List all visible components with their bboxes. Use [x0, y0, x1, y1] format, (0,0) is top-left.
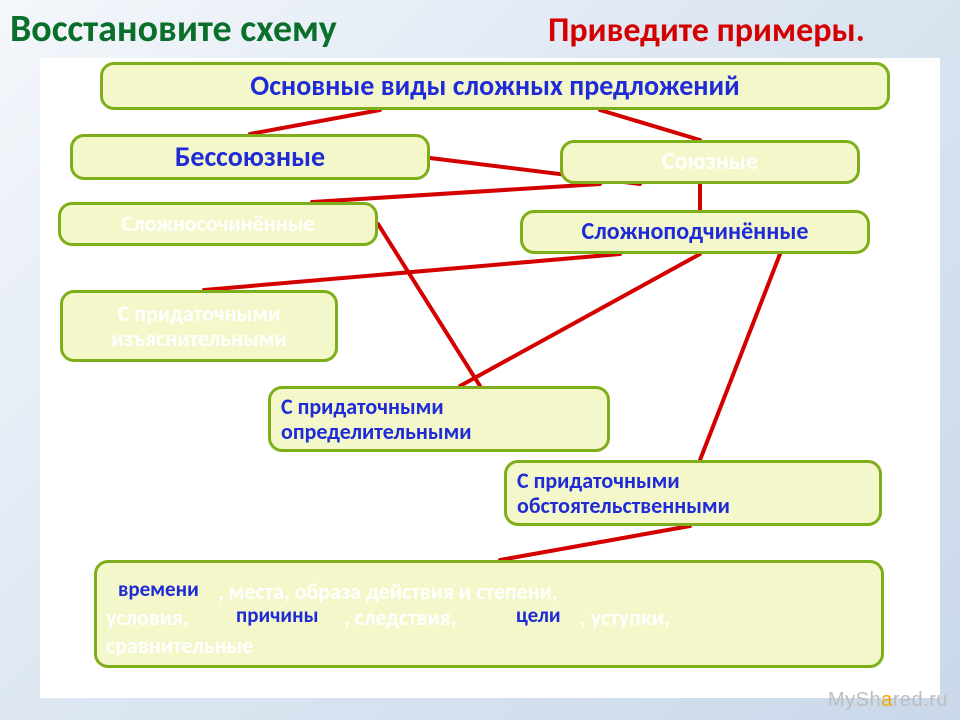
node-opred-label: С придаточными определительными	[281, 394, 597, 445]
node-soyuz-label: Союзные	[662, 148, 758, 176]
node-izjasn: С придаточными изъяснительными	[60, 290, 338, 362]
node-bessoyuz-label: Бессоюзные	[175, 141, 325, 173]
node-obst-label: С придаточными обстоятельственными	[517, 468, 869, 519]
node-ssoch-label: Сложносочинённые	[122, 211, 315, 236]
bottom-segment: причины	[236, 602, 319, 628]
node-bessoyuz: Бессоюзные	[70, 134, 430, 180]
bottom-segment: , места, образа действия и степени,	[218, 578, 558, 605]
node-opred: С придаточными определительными	[268, 386, 610, 452]
bottom-segment: цели	[516, 602, 561, 628]
bottom-segment: условия,	[106, 604, 189, 631]
bottom-segment: сравнительные	[106, 632, 253, 659]
node-spodch: Сложноподчинённые	[520, 210, 870, 254]
bottom-segment: , следствия,	[344, 604, 456, 631]
bottom-segment: времени	[118, 576, 199, 602]
node-root: Основные виды сложных предложений	[100, 62, 890, 110]
node-izjasn-label: С придаточными изъяснительными	[73, 301, 325, 352]
slide-stage: Восстановите схему Приведите примеры. Ос…	[0, 0, 960, 720]
node-ssoch: Сложносочинённые	[58, 202, 378, 246]
title-right: Приведите примеры.	[548, 10, 865, 51]
node-spodch-label: Сложноподчинённые	[581, 218, 808, 246]
node-root-label: Основные виды сложных предложений	[250, 70, 739, 102]
title-left: Восстановите схему	[10, 6, 337, 52]
bottom-segment: , уступки,	[580, 604, 670, 631]
node-obst: С придаточными обстоятельственными	[504, 460, 882, 526]
node-soyuz: Союзные	[560, 140, 860, 184]
